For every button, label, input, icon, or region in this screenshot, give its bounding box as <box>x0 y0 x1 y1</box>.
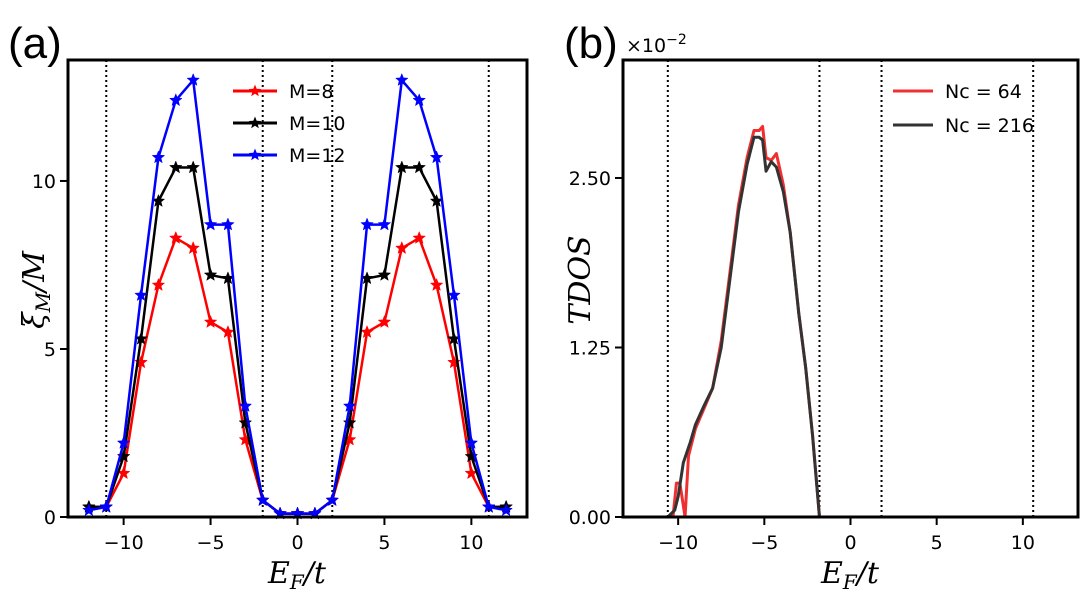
panel-a-series-0-point-19 <box>412 230 427 244</box>
panel-a-legend-label-2: M=12 <box>289 145 346 167</box>
panel-a-legend-marker-1 <box>248 116 262 129</box>
panel-a-series-0-point-5 <box>168 230 183 244</box>
panel-a-y-tick-label-2: 10 <box>32 171 56 193</box>
panel-a-series-1-point-15 <box>342 415 357 429</box>
panel-a-series-2-point-7 <box>203 217 218 231</box>
panel-a-series-2-point-8 <box>221 217 235 231</box>
panel-a-series-2-point-21 <box>447 288 461 302</box>
panel-a-series-0-point-16 <box>360 324 374 338</box>
panel-a-series-2-point-9 <box>238 398 253 412</box>
panel-a-x-tick-label-0: −10 <box>104 532 144 554</box>
panel-b-legend-label-1: Nc = 216 <box>945 115 1034 137</box>
panel-b-x-tick-label-2: 0 <box>844 532 856 554</box>
panel-a-legend-marker-0 <box>248 84 262 97</box>
panel-a-series-1-point-2 <box>116 449 131 463</box>
panel-a-vlines <box>105 60 490 517</box>
panel-a-x-tick-label-4: 10 <box>459 532 483 554</box>
panel-b-y-ticks: 0.00 1.25 2.50 <box>569 168 623 529</box>
panel-b-x-tick-label-1: −5 <box>750 532 778 554</box>
panel-b-x-axis-label: EF/t <box>820 556 880 593</box>
panel-a-series-0-point-4 <box>151 277 166 291</box>
panel-b-x-tick-label-3: 5 <box>931 532 943 554</box>
panel-b-y-tick-label-0: 0.00 <box>569 507 611 529</box>
panel-a-legend-label-0: M=8 <box>289 81 333 103</box>
panel-b-label: (b) <box>564 19 618 68</box>
panel-a-series-0-point-6 <box>186 240 201 254</box>
panel-a-series-2-point-18 <box>394 72 409 86</box>
panel-a-series-0-point-21 <box>447 355 461 369</box>
panel-a-series-0-point-18 <box>394 240 409 254</box>
panel-a-x-ticks: −10 −5 0 5 10 <box>104 517 483 554</box>
panel-b-legend: Nc = 64 Nc = 216 <box>893 81 1034 137</box>
panel-a-series-line-0 <box>88 236 507 515</box>
panel-a-series-1-point-5 <box>168 160 183 174</box>
panel-a-series-1-point-22 <box>464 449 479 463</box>
panel-a: (a) −10 −5 0 5 10 0 5 10 M=8 M=10 M=12 EF/t ξM/M <box>8 19 529 593</box>
panel-b-x-ticks: −10 −5 0 5 10 <box>658 517 1035 554</box>
panel-a-x-tick-label-2: 0 <box>291 532 303 554</box>
panel-a-x-tick-label-1: −5 <box>197 532 225 554</box>
panel-a-legend: M=8 M=10 M=12 <box>233 81 346 167</box>
panel-b: (b) ×10−2 −10 −5 0 5 10 0.00 1.25 2.50 Nc = 64… <box>563 19 1080 593</box>
panel-b-y-axis-label: TDOS <box>563 235 598 324</box>
panel-b-series-line-1 <box>666 135 821 519</box>
panel-a-series-2-point-22 <box>464 435 479 449</box>
panel-a-series-2-point-6 <box>186 72 201 86</box>
panel-a-x-axis-label: EF/t <box>267 556 327 593</box>
panel-a-series-2-point-3 <box>134 288 148 302</box>
panel-a-series-2-point-20 <box>429 150 444 164</box>
panel-a-series-2-point-1 <box>99 499 114 513</box>
panel-a-series-1-point-9 <box>238 415 253 429</box>
panel-a-series-1-point-6 <box>186 160 201 174</box>
panel-a-series-2-point-16 <box>360 217 374 231</box>
panel-a-series-1-point-19 <box>412 160 427 174</box>
panel-a-series-2-point-5 <box>168 93 183 107</box>
panel-a-series-2-point-4 <box>151 150 166 164</box>
panel-a-series-0-point-7 <box>203 314 218 328</box>
panel-a-legend-label-1: M=10 <box>289 113 346 135</box>
panel-a-y-tick-label-0: 0 <box>44 507 56 529</box>
panel-a-series-2-point-19 <box>412 93 427 107</box>
panel-a-series-0-point-20 <box>429 277 444 291</box>
panel-a-series-1-point-7 <box>203 267 218 281</box>
panel-a-series-2-point-17 <box>377 217 392 231</box>
panel-a-series-0-point-8 <box>221 324 235 338</box>
panel-b-offset-text: ×10−2 <box>626 32 687 57</box>
panel-a-y-axis-label: ξM/M <box>17 250 55 329</box>
panel-a-x-tick-label-3: 5 <box>378 532 390 554</box>
panel-a-series-2-point-14 <box>325 493 340 507</box>
panel-a-series-2-point-10 <box>255 493 270 507</box>
panel-a-series-2-point-23 <box>481 499 496 513</box>
panel-b-x-tick-label-0: −10 <box>658 532 698 554</box>
panel-a-series <box>82 72 513 520</box>
panel-b-x-tick-label-4: 10 <box>1011 532 1035 554</box>
panel-a-series-2-point-0 <box>82 503 96 517</box>
panel-a-series-0-point-17 <box>377 314 392 328</box>
panel-a-series-1-point-17 <box>377 267 392 281</box>
panel-a-series-0-point-3 <box>134 355 148 369</box>
panel-a-series-2-point-15 <box>342 398 357 412</box>
panel-a-y-ticks: 0 5 10 <box>32 171 68 529</box>
panel-a-legend-marker-2 <box>248 148 262 161</box>
panel-b-y-tick-label-1: 1.25 <box>569 337 611 359</box>
panel-b-legend-label-0: Nc = 64 <box>945 81 1022 103</box>
panel-b-y-tick-label-2: 2.50 <box>569 168 611 190</box>
panel-b-series <box>666 124 821 519</box>
panel-a-y-tick-label-1: 5 <box>44 339 56 361</box>
panel-a-series-1-point-18 <box>394 160 409 174</box>
panel-a-series-2-point-2 <box>116 435 131 449</box>
panel-a-series-2-point-24 <box>499 503 513 517</box>
panel-a-label: (a) <box>8 19 62 68</box>
panel-b-vlines <box>666 60 1035 517</box>
